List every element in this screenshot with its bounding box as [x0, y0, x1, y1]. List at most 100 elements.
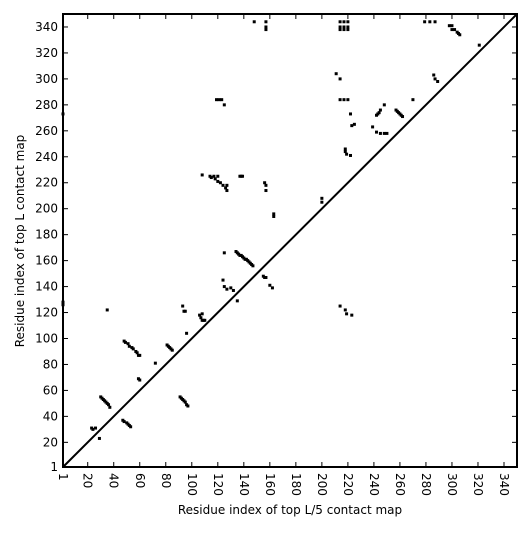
diagonal-line: [62, 13, 518, 468]
point: [222, 103, 226, 107]
y-tick-label: 80: [43, 357, 58, 371]
point: [217, 98, 221, 102]
point: [342, 98, 346, 102]
point: [183, 400, 187, 404]
point: [212, 174, 216, 178]
y-tick-label: 280: [35, 98, 58, 112]
point: [225, 287, 229, 291]
point: [123, 340, 127, 344]
point: [222, 251, 226, 255]
point: [350, 124, 354, 128]
x-tick-label: 180: [289, 473, 303, 496]
point: [216, 174, 220, 178]
x-tick-label: 160: [263, 473, 277, 496]
x-tick-label: 60: [133, 473, 147, 488]
point: [264, 275, 268, 279]
point: [209, 176, 213, 180]
point: [222, 285, 226, 289]
point: [183, 309, 187, 313]
point: [450, 28, 454, 32]
x-tick-label: 100: [185, 473, 199, 496]
y-tick-label: 140: [35, 280, 58, 294]
point: [185, 331, 189, 335]
point: [272, 214, 276, 218]
point: [264, 183, 268, 187]
point: [199, 316, 203, 320]
point: [220, 98, 224, 102]
point: [342, 25, 346, 29]
point: [346, 98, 350, 102]
point: [153, 361, 157, 365]
y-tick-label: 220: [35, 176, 58, 190]
point: [350, 313, 354, 317]
point: [342, 20, 346, 24]
x-axis-label: Residue index of top L/5 contact map: [178, 503, 402, 517]
y-tick-label: 320: [35, 46, 58, 60]
point: [235, 299, 239, 303]
point: [131, 347, 135, 351]
point: [382, 131, 386, 135]
y-tick-label: 300: [35, 72, 58, 86]
point: [213, 177, 217, 181]
y-tick-label: 200: [35, 202, 58, 216]
y-tick-label: 120: [35, 306, 58, 320]
point: [107, 403, 111, 407]
point: [352, 122, 356, 126]
point: [453, 28, 457, 32]
point: [346, 28, 350, 32]
point: [108, 405, 112, 409]
point: [263, 181, 267, 185]
point: [338, 304, 342, 308]
x-tick-label: 200: [315, 473, 329, 496]
x-tick-label: 220: [341, 473, 355, 496]
point: [447, 24, 451, 28]
y-tick-label: 20: [43, 435, 58, 449]
point: [338, 25, 342, 29]
x-tick-label: 40: [107, 473, 121, 488]
point: [342, 28, 346, 32]
point: [186, 404, 190, 408]
point: [432, 73, 436, 77]
point: [348, 153, 352, 157]
x-tick-label: 300: [445, 473, 459, 496]
point: [433, 20, 437, 24]
point: [320, 200, 324, 204]
point: [345, 312, 349, 316]
point: [94, 426, 98, 430]
point: [200, 173, 204, 177]
point: [203, 318, 207, 322]
y-tick-label: 240: [35, 150, 58, 164]
point: [170, 348, 174, 352]
y-tick-label: 1: [50, 460, 58, 474]
point: [401, 115, 405, 119]
point: [135, 351, 139, 355]
point: [382, 103, 386, 107]
point: [343, 147, 347, 151]
point: [458, 33, 462, 37]
point: [225, 183, 229, 187]
point: [436, 79, 440, 83]
point: [229, 286, 233, 290]
y-tick-label: 180: [35, 228, 58, 242]
point: [252, 20, 256, 24]
point: [477, 43, 481, 47]
point: [221, 183, 225, 187]
point: [343, 308, 347, 312]
y-tick-label: 100: [35, 331, 58, 345]
point: [138, 353, 142, 357]
x-tick-label: 240: [367, 473, 381, 496]
x-tick-label: 120: [211, 473, 225, 496]
point: [200, 312, 204, 316]
point: [272, 212, 276, 216]
point: [378, 108, 382, 112]
point: [320, 196, 324, 200]
y-tick-label: 160: [35, 254, 58, 268]
point: [126, 342, 130, 346]
point: [371, 125, 375, 129]
y-tick-label: 40: [43, 409, 58, 423]
point: [343, 150, 347, 154]
x-tick-label: 1: [56, 473, 70, 481]
plot-frame: [62, 13, 518, 468]
point: [138, 378, 142, 382]
